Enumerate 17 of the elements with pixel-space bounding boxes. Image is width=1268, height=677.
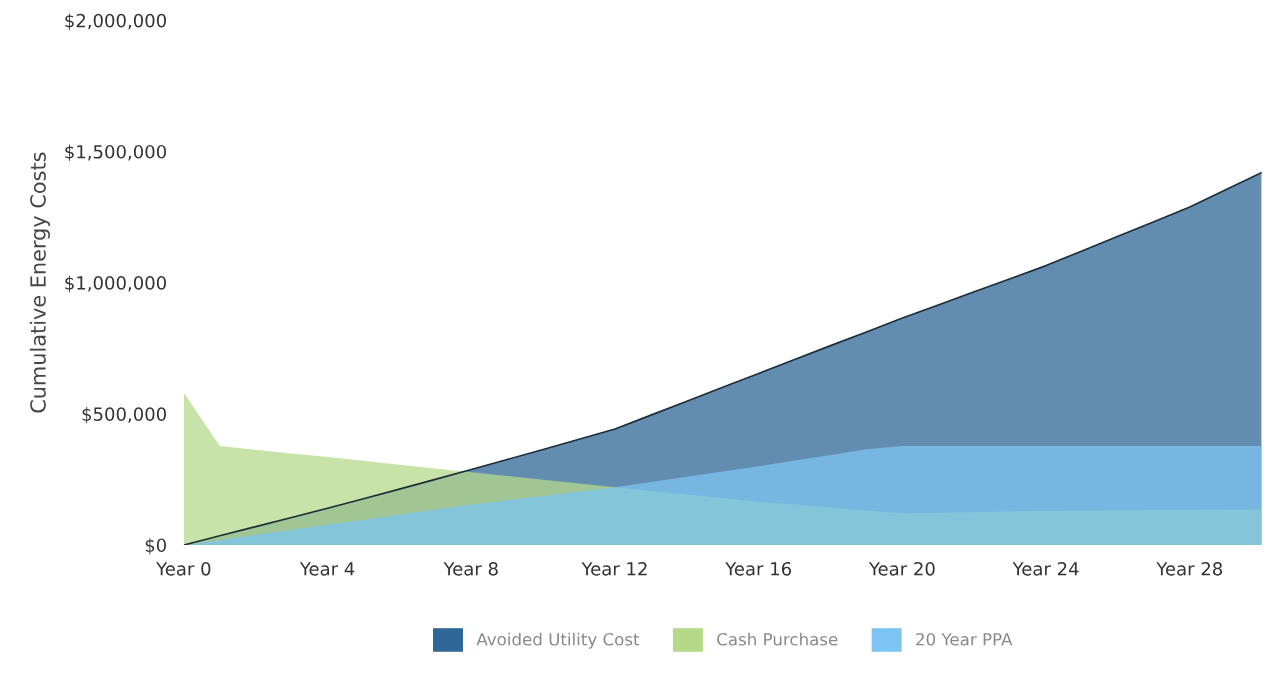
legend-label: Avoided Utility Cost — [476, 632, 640, 649]
legend-label: Cash Purchase — [717, 632, 838, 646]
y-tick-label: $1,000,000 — [65, 275, 166, 293]
x-tick-label: Year 0 — [156, 561, 211, 576]
x-tick-label: Year 16 — [725, 561, 792, 576]
x-tick-label: Year 28 — [1156, 561, 1223, 576]
x-tick-label: Year 4 — [299, 562, 355, 576]
x-tick-label: Year 20 — [868, 561, 935, 576]
legend-label: 20 Year PPA — [916, 632, 1013, 646]
x-tick-label: Year 12 — [581, 561, 647, 576]
x-tick-label: Year 8 — [443, 561, 498, 576]
y-tick-label: $1,500,000 — [65, 144, 166, 161]
y-tick-label: $2,000,000 — [65, 13, 166, 30]
x-tick-label: Year 24 — [1012, 561, 1079, 576]
y-axis-title: Cumulative Energy Costs — [29, 152, 50, 413]
y-tick-label: $0 — [145, 538, 166, 555]
y-tick-label: $500,000 — [82, 406, 166, 424]
